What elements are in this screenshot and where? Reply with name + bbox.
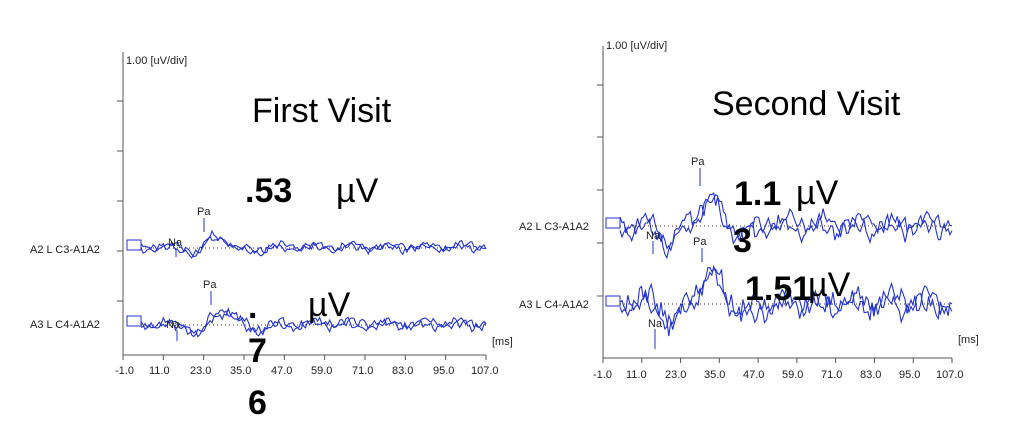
- amplitude-value: 1.1: [734, 175, 781, 213]
- na-peak-label: Na: [646, 230, 661, 242]
- trace-group: [619, 264, 953, 337]
- amplitude-value: 1.51: [745, 270, 811, 308]
- amplitude-digit: 6: [248, 384, 267, 422]
- x-tick-marks: [602, 358, 953, 363]
- chart-title: First Visit: [252, 92, 392, 130]
- eeg-trace: [619, 264, 953, 331]
- x-tick-label: 11.0: [149, 365, 170, 377]
- amplitude-unit: µV: [336, 172, 379, 210]
- eeg-trace: [140, 235, 487, 259]
- na-peak-label: Na: [648, 318, 663, 330]
- scale-label: 1.00 [uV/div]: [606, 40, 667, 52]
- x-tick-label: 23.0: [665, 369, 686, 381]
- amplitude-digit: 7: [248, 332, 267, 370]
- x-tick-label: -1.0: [115, 365, 134, 377]
- amplitude-value-vertical: . 7 6: [248, 288, 276, 422]
- x-tick-label: 59.0: [311, 365, 332, 377]
- amplitude-value: .53: [245, 172, 292, 210]
- chart-title: Second Visit: [712, 85, 901, 123]
- x-tick-marks: [122, 355, 487, 360]
- x-tick-label: 35.0: [704, 369, 725, 381]
- eeg-trace: [619, 267, 953, 337]
- channel-marker: [126, 315, 142, 327]
- x-tick-label: 83.0: [392, 365, 413, 377]
- pa-peak-label: Pa: [203, 279, 217, 291]
- eeg-trace: [619, 193, 953, 260]
- amplitude-value-wrap: 3: [733, 222, 752, 260]
- channel-marker: [605, 295, 621, 307]
- x-tick-label: 47.0: [743, 369, 764, 381]
- x-tick-label: 71.0: [821, 369, 842, 381]
- x-tick-label: -1.0: [593, 369, 612, 381]
- channel-marker: [605, 217, 621, 229]
- x-tick-label: 59.0: [782, 369, 803, 381]
- y-ticks: [597, 84, 603, 297]
- channel-label: A2 L C3-A1A2: [30, 244, 100, 256]
- amplitude-unit: µV: [308, 286, 351, 324]
- x-tick-label: 83.0: [860, 369, 881, 381]
- x-tick-label: 107.0: [936, 369, 964, 381]
- scale-label: 1.00 [uV/div]: [126, 55, 187, 67]
- x-tick-label: 71.0: [352, 365, 373, 377]
- amplitude-digit: .: [248, 288, 257, 326]
- amplitude-unit: µV: [796, 174, 839, 212]
- x-unit-label: [ms]: [492, 336, 513, 348]
- x-tick-label: 107.0: [471, 365, 499, 377]
- x-tick-label: 95.0: [899, 369, 920, 381]
- pa-peak-label: Pa: [197, 206, 211, 218]
- x-tick-label: 11.0: [626, 369, 647, 381]
- na-peak-label: Na: [166, 319, 181, 331]
- x-tick-label: 95.0: [433, 365, 454, 377]
- eeg-trace: [140, 229, 487, 258]
- x-tick-labels: -1.0 11.0 23.0 35.0 47.0 59.0 71.0 83.0 …: [115, 365, 499, 377]
- na-peak-label: Na: [168, 237, 183, 249]
- x-unit-label: [ms]: [958, 334, 979, 346]
- trace-group: [619, 192, 953, 260]
- x-tick-labels: -1.0 11.0 23.0 35.0 47.0 59.0 71.0 83.0 …: [593, 369, 964, 381]
- channel-label: A2 L C3-A1A2: [519, 221, 589, 233]
- amplitude-unit: µV: [808, 266, 851, 304]
- channel-label: A3 L C4-A1A2: [30, 319, 100, 331]
- x-tick-label: 47.0: [271, 365, 292, 377]
- channel-marker: [126, 239, 142, 251]
- channel-label: A3 L C4-A1A2: [519, 299, 589, 311]
- trace-group: [140, 229, 487, 259]
- panel-second-visit: 1.00 [uV/div] [ms] Second Visit -1.0 11.…: [519, 40, 979, 381]
- pa-peak-label: Pa: [693, 236, 707, 248]
- pa-peak-label: Pa: [691, 156, 705, 168]
- x-tick-label: 35.0: [230, 365, 251, 377]
- x-tick-label: 23.0: [190, 365, 211, 377]
- eeg-trace: [140, 307, 487, 338]
- y-ticks: [117, 100, 123, 302]
- trace-group: [140, 307, 487, 338]
- panel-first-visit: 1.00 [uV/div] [ms] First Visit -1.0 11.0…: [30, 52, 513, 422]
